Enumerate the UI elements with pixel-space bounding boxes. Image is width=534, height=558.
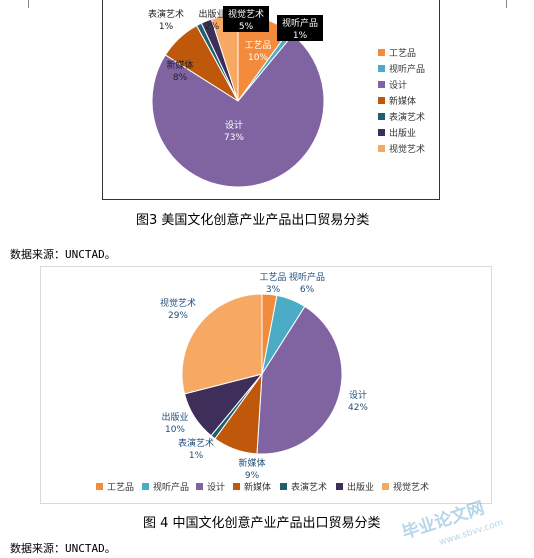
figure-3-caption: 图3 美国文化创意产业产品出口贸易分类 [136,213,370,228]
legend-label-1: 工艺品 [107,482,134,493]
figure-4-source: 数据来源：UNCTAD。 [10,542,116,555]
data-label-value-1: 3% [266,285,281,295]
data-label-value-3: 73% [224,133,244,143]
legend-label-2: 视听产品 [153,481,189,493]
data-label-value-4: 9% [245,471,260,481]
page-edge-tick-left [28,0,29,8]
legend-swatch-4 [233,483,240,490]
pie-slice-7 [181,293,263,395]
data-label-box-7 [223,6,269,32]
legend-swatch-5 [378,113,385,120]
figure-4-frame [40,266,492,504]
data-label-value-2: 6% [300,285,315,295]
legend-label-2: 视听产品 [389,63,425,75]
legend-swatch-2 [378,65,385,72]
data-label-category-5: 表演艺术 [148,8,184,20]
legend-label-4: 新媒体 [389,95,416,107]
data-label-category-2: 视听产品 [282,17,318,29]
legend-label-1: 工艺品 [389,48,416,59]
legend-swatch-7 [378,145,385,152]
figure-3-source: 数据来源：UNCTAD。 [10,248,116,261]
page-edge-tick-right [506,0,507,8]
legend-label-5: 表演艺术 [291,481,327,493]
data-label-category-1: 工艺品 [244,40,271,51]
legend-label-6: 出版业 [389,127,416,139]
legend-swatch-6 [378,129,385,136]
legend-label-3: 设计 [207,481,225,493]
legend-label-6: 出版业 [347,481,374,493]
data-label-value-5: 1% [189,451,204,461]
pie-slice-3 [151,34,325,188]
legend-label-7: 视觉艺术 [389,143,425,155]
data-label-category-5: 表演艺术 [178,437,214,449]
legend-swatch-7 [382,483,389,490]
data-label-category-7: 视觉艺术 [228,8,264,20]
data-label-value-7: 5% [239,22,254,32]
data-label-value-1: 10% [248,53,268,63]
data-label-category-3: 设计 [349,389,367,401]
figure-3-frame [102,0,440,200]
legend-swatch-3 [196,483,203,490]
data-label-value-4: 8% [173,73,188,83]
data-label-value-2: 1% [293,31,308,41]
pie-slice-3 [256,305,343,455]
legend-label-7: 视觉艺术 [393,481,429,493]
legend-swatch-1 [96,483,103,490]
legend-swatch-4 [378,97,385,104]
data-label-category-6: 出版业 [198,8,225,20]
legend-swatch-5 [280,483,287,490]
data-label-value-6: 2% [205,22,220,32]
legend-swatch-3 [378,81,385,88]
data-label-value-7: 29% [168,311,188,321]
data-label-value-5: 1% [159,22,174,32]
legend-swatch-1 [378,49,385,56]
data-label-category-3: 设计 [225,119,243,131]
data-label-value-3: 42% [348,403,368,413]
data-label-category-4: 新媒体 [238,457,265,469]
data-label-category-2: 视听产品 [289,271,325,283]
legend-label-4: 新媒体 [244,481,271,493]
data-label-category-7: 视觉艺术 [160,297,196,309]
data-label-value-6: 10% [165,425,185,435]
legend-label-5: 表演艺术 [389,111,425,123]
data-label-category-4: 新媒体 [166,59,193,71]
data-label-category-6: 出版业 [161,411,188,423]
legend-swatch-6 [336,483,343,490]
legend-swatch-2 [142,483,149,490]
data-label-box-2 [277,15,323,41]
figure-4-caption: 图 4 中国文化创意产业产品出口贸易分类 [143,516,381,531]
data-label-category-1: 工艺品 [259,272,286,283]
legend-label-3: 设计 [389,79,407,91]
